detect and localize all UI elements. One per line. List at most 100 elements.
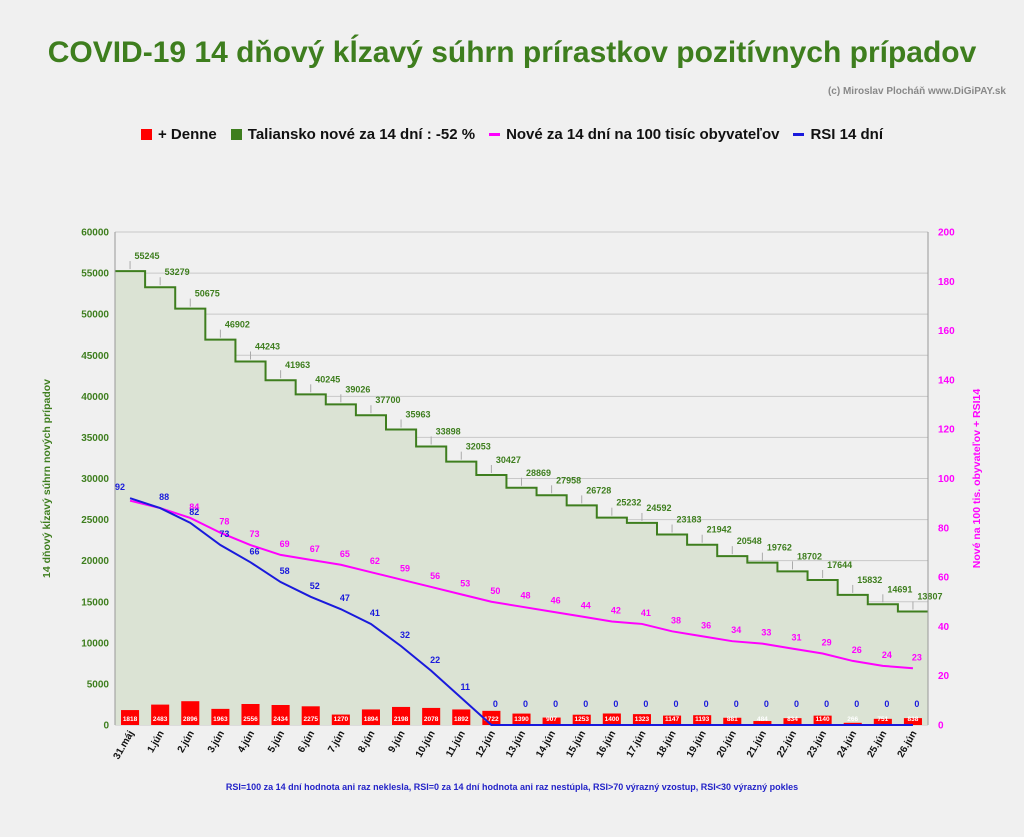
italy-data-label: 25232 <box>616 498 641 508</box>
x-tick-label: 19.jún <box>685 729 709 760</box>
daily-bar <box>632 714 651 725</box>
daily-bar <box>903 718 922 725</box>
italy-data-label: 18702 <box>797 551 822 561</box>
legend-label: RSI 14 dní <box>810 126 883 143</box>
daily-bar <box>813 715 832 725</box>
daily-bar <box>783 718 802 725</box>
legend-swatch <box>489 133 501 136</box>
daily-bar <box>602 713 621 725</box>
rsi-data-label: 0 <box>674 699 679 709</box>
daily-bar-label: 881 <box>727 716 738 723</box>
daily-bar-label: 2198 <box>394 716 409 723</box>
italy-data-label: 37700 <box>375 395 400 405</box>
rsi-data-label: 0 <box>764 699 769 709</box>
y-right-tick-label: 180 <box>938 277 955 288</box>
daily-bar <box>843 722 862 725</box>
italy-data-label: 50675 <box>195 289 220 299</box>
italy-data-label: 20548 <box>737 536 762 546</box>
italy-data-label: 46902 <box>225 320 250 330</box>
per100k-data-label: 23 <box>912 652 922 662</box>
y-left-tick-label: 15000 <box>81 597 109 608</box>
rsi-data-label: 0 <box>613 699 618 709</box>
per100k-data-label: 69 <box>280 539 290 549</box>
y-right-tick-label: 40 <box>938 622 950 633</box>
x-tick-label: 11.jún <box>444 729 468 759</box>
legend-label: Nové za 14 dní na 100 tisíc obyvateľov <box>506 126 780 143</box>
italy-data-label: 14691 <box>887 584 912 594</box>
x-tick-label: 22.jún <box>775 729 799 760</box>
daily-bar <box>211 708 230 725</box>
daily-bar-label: 1892 <box>454 716 469 723</box>
y-left-tick-label: 45000 <box>81 351 109 362</box>
daily-bar-label: 1323 <box>635 716 650 723</box>
rsi-line <box>129 497 913 726</box>
x-tick-label: 23.jún <box>805 729 829 760</box>
x-tick-label: 17.jún <box>625 729 649 760</box>
per100k-data-label: 53 <box>460 578 470 588</box>
per100k-data-label: 67 <box>310 544 320 554</box>
rsi-data-label: 52 <box>310 581 320 591</box>
y-right-tick-label: 200 <box>938 228 955 239</box>
per100k-line <box>129 499 914 670</box>
y-right-tick-label: 60 <box>938 573 950 584</box>
x-tick-label: 15.jún <box>564 729 588 760</box>
legend-swatch <box>140 129 152 140</box>
rsi-data-label: 0 <box>884 699 889 709</box>
daily-bar-label: 1818 <box>123 716 138 723</box>
daily-bar <box>121 710 140 725</box>
italy-data-label: 27958 <box>556 475 581 485</box>
daily-bar-label: 1390 <box>514 716 529 723</box>
legend: + Denne Taliansko nové za 14 dní : -52 % N… <box>0 126 1024 143</box>
x-tick-label: 2.jún <box>176 729 197 755</box>
legend-item: Taliansko nové za 14 dní : -52 % <box>230 126 475 143</box>
x-tick-label: 24.jún <box>835 729 859 760</box>
x-tick-label: 18.jún <box>655 729 679 760</box>
daily-bar-label: 838 <box>908 716 919 723</box>
y-left-tick-label: 55000 <box>81 269 109 280</box>
credit-text: (c) Miroslav Plocháň www.DiGiPAY.sk <box>827 86 1006 97</box>
y-left-tick-label: 40000 <box>81 392 109 403</box>
daily-bar-label: 2275 <box>303 716 318 723</box>
daily-bar-label: 1400 <box>605 716 620 723</box>
italy-data-label: 33898 <box>436 426 461 436</box>
per100k-data-label: 36 <box>701 620 711 630</box>
daily-bar-label: 2078 <box>424 716 439 723</box>
y-left-tick-label: 35000 <box>81 433 109 444</box>
y-right-tick-label: 140 <box>938 375 955 386</box>
per100k-data-label: 31 <box>791 633 801 643</box>
per100k-data-label: 24 <box>882 650 892 660</box>
rsi-data-label: 0 <box>583 699 588 709</box>
daily-bar <box>452 709 471 725</box>
rsi-data-label: 0 <box>704 699 709 709</box>
daily-bar-label: 2896 <box>183 716 198 723</box>
per100k-data-label: 84 <box>189 502 199 512</box>
daily-bar <box>663 715 682 725</box>
legend-item: + Denne <box>140 126 217 143</box>
x-tick-label: 6.jún <box>296 729 317 755</box>
y-left-tick-label: 0 <box>103 721 109 732</box>
italy-area <box>115 271 928 725</box>
x-tick-label: 14.jún <box>534 729 558 760</box>
italy-data-label: 55245 <box>135 251 160 261</box>
y-left-tick-label: 30000 <box>81 474 109 485</box>
italy-data-label: 41963 <box>285 360 310 370</box>
italy-data-label: 19762 <box>767 543 792 553</box>
italy-data-label: 44243 <box>255 341 280 351</box>
daily-bar-label: 907 <box>546 716 557 723</box>
rsi-data-label: 32 <box>400 630 410 640</box>
per100k-data-label: 41 <box>641 608 651 618</box>
daily-bar-label: 2556 <box>243 716 258 723</box>
y-right-tick-label: 80 <box>938 523 950 534</box>
daily-bar-label: 1894 <box>364 716 379 723</box>
x-tick-label: 3.jún <box>206 729 227 755</box>
x-tick-label: 10.jún <box>414 729 438 760</box>
daily-bar-label: 751 <box>877 716 888 723</box>
x-tick-label: 8.jún <box>356 729 377 755</box>
daily-bar <box>512 713 531 725</box>
x-tick-label: 21.jún <box>745 729 769 760</box>
daily-bar-label: 1147 <box>665 716 679 723</box>
daily-bar <box>422 707 441 725</box>
rsi-data-label: 0 <box>854 699 859 709</box>
daily-bar-label: 1270 <box>334 716 349 723</box>
